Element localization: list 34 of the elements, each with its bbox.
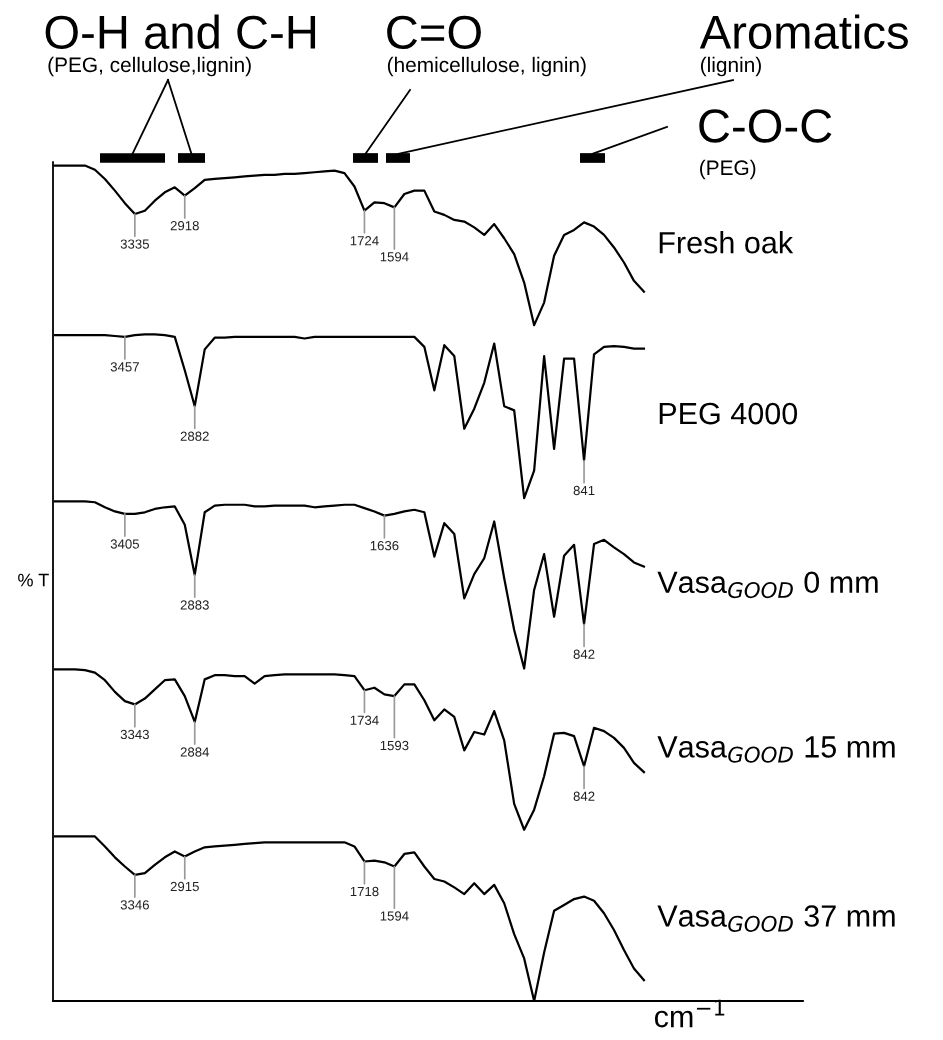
text: (PEG)	[700, 159, 756, 180]
text: Aromatics	[699, 14, 908, 50]
annotation: 1718	[350, 886, 379, 897]
series-label: Vasa$_{GOOD}$ 37 mm	[657, 905, 895, 932]
annotation: 1724	[350, 236, 379, 246]
annotation: 1593	[380, 740, 409, 751]
text: (hemicellulose, lignin)	[387, 56, 586, 77]
text: (lignin)	[701, 56, 761, 77]
text: (PEG, cellulose,lignin)	[48, 56, 251, 77]
series-label: Vasa$_{GOOD}$ 15 mm	[657, 736, 895, 763]
annotation: 841	[573, 485, 595, 496]
annotation: 3346	[120, 900, 149, 910]
annotation: 842	[573, 791, 595, 801]
text: C-O-C	[699, 109, 832, 143]
annotation: 3343	[120, 729, 149, 740]
annotation: 2915	[170, 881, 199, 892]
y-axis-title: % T	[18, 573, 49, 587]
text: C=O	[387, 15, 481, 50]
annotation: 2918	[170, 221, 199, 231]
annotation: 3335	[120, 239, 149, 249]
text: O-H and C-H	[45, 14, 316, 50]
annotation: 1636	[370, 540, 399, 551]
series-label: Vasa$_{GOOD}$ 0 mm	[657, 571, 878, 599]
annotation: 2883	[180, 600, 209, 610]
annotation: 3457	[110, 362, 139, 372]
annotation: 842	[573, 649, 595, 659]
annotation: 1734	[350, 715, 379, 725]
annotation: 2882	[180, 431, 209, 441]
series-label: PEG 4000	[659, 402, 798, 425]
annotation: 1594	[380, 252, 409, 262]
annotation: 1594	[380, 911, 409, 921]
annotation: 3405	[110, 539, 139, 549]
annotation: 2884	[180, 747, 210, 757]
series-label: Fresh oak	[659, 231, 794, 254]
